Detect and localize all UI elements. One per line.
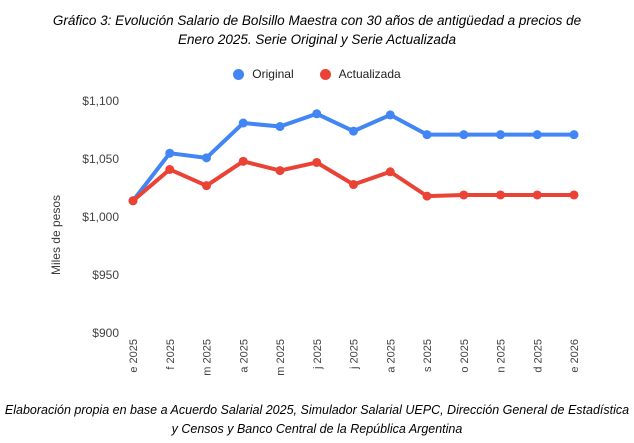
data-point-actualizada (459, 190, 469, 200)
data-point-original (275, 122, 285, 132)
x-tick-label: m 2025 (202, 339, 214, 376)
legend-label-actualizada: Actualizada (338, 67, 401, 81)
data-point-actualizada (165, 164, 175, 174)
data-point-actualizada (569, 190, 579, 200)
data-point-actualizada (496, 190, 505, 200)
x-tick-label: j 2025 (312, 339, 324, 370)
x-tick-label: j 2025 (349, 339, 361, 370)
data-point-actualizada (128, 196, 138, 206)
y-tick-label: $900 (92, 326, 119, 340)
data-point-original (349, 126, 358, 136)
data-point-original (202, 153, 211, 163)
x-tick-label: e 2025 (128, 339, 140, 373)
data-point-original (238, 118, 248, 128)
x-tick-label: n 2025 (496, 339, 508, 373)
chart-title-line2: Enero 2025. Serie Original y Serie Actua… (178, 32, 456, 47)
chart-title: Gráfico 3: Evolución Salario de Bolsillo… (0, 11, 634, 49)
x-tick-label: a 2025 (238, 339, 250, 373)
chart-legend: Original Actualizada (0, 67, 634, 81)
data-point-original (569, 130, 579, 140)
y-tick-label: $1,050 (82, 152, 119, 166)
x-tick-label: o 2025 (459, 339, 471, 373)
x-tick-label: a 2025 (385, 339, 397, 373)
data-point-original (532, 130, 542, 140)
y-axis-tick-labels: $900 $950 $1,000 $1,050 $1,100 (82, 94, 119, 340)
data-point-actualizada (202, 181, 211, 191)
x-tick-label: e 2026 (569, 339, 581, 373)
legend-marker-original-icon (233, 68, 245, 80)
data-point-original (496, 130, 505, 140)
data-point-original (312, 109, 322, 119)
data-point-actualizada (532, 190, 542, 200)
data-point-original (385, 110, 395, 120)
x-tick-label: s 2025 (422, 339, 434, 372)
legend-item-original: Original (233, 67, 294, 81)
data-point-actualizada (238, 156, 248, 166)
x-tick-label: m 2025 (275, 339, 287, 376)
x-axis-tick-labels: e 2025 f 2025 m 2025 a 2025 m 2025 j 2025 j 20… (128, 339, 581, 376)
chart-title-line1: Gráfico 3: Evolución Salario de Bolsillo… (52, 13, 582, 28)
x-tick-label: f 2025 (165, 339, 177, 370)
data-point-actualizada (275, 166, 285, 176)
source-note-line1: Elaboración propia en base a Acuerdo Sal… (4, 403, 630, 417)
data-point-actualizada (422, 191, 432, 201)
y-tick-label: $950 (92, 268, 119, 282)
legend-marker-actualizada-icon (319, 68, 331, 80)
y-tick-label: $1,000 (82, 210, 119, 224)
data-point-actualizada (312, 157, 322, 167)
x-tick-label: d 2025 (532, 339, 544, 373)
legend-label-original: Original (252, 67, 294, 81)
y-axis-title: Miles de pesos (49, 195, 63, 275)
data-point-actualizada (385, 167, 395, 177)
data-point-actualizada (349, 180, 358, 190)
series-actualizada (128, 156, 579, 206)
data-point-original (422, 130, 432, 140)
data-point-original (165, 148, 175, 158)
source-note: Elaboración propia en base a Acuerdo Sal… (0, 401, 634, 439)
data-point-original (459, 130, 469, 140)
legend-item-actualizada: Actualizada (319, 67, 401, 81)
series-original (128, 109, 579, 206)
source-note-line2: y Censos y Banco Central de la República… (171, 422, 463, 436)
salary-evolution-chart[interactable]: Original Actualizada (0, 58, 634, 393)
y-tick-label: $1,100 (82, 94, 119, 108)
